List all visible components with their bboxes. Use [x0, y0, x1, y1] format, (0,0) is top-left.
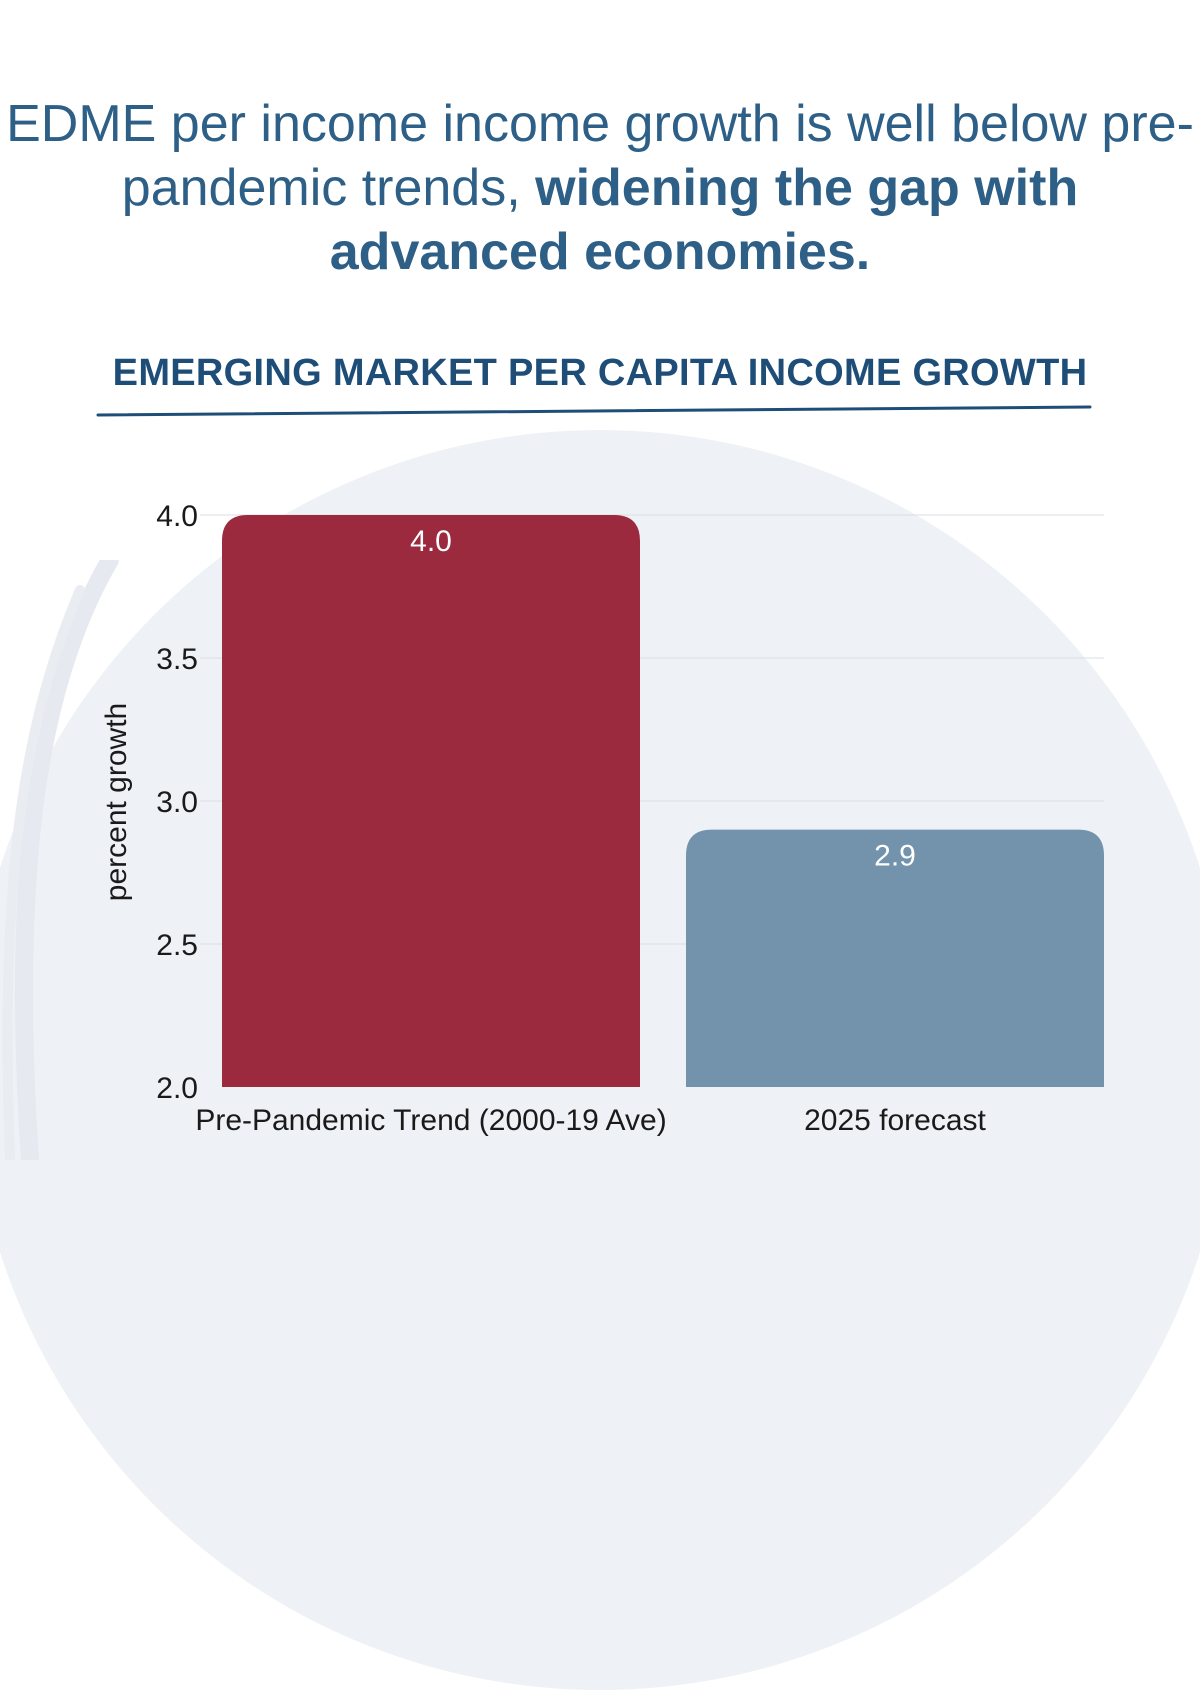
y-tick-label: 2.0	[156, 1072, 198, 1105]
y-tick-label: 3.0	[156, 786, 198, 819]
bars	[222, 515, 1104, 1087]
y-tick-label: 2.5	[156, 929, 198, 962]
y-tick-label: 4.0	[156, 500, 198, 533]
bar-value-label: 4.0	[410, 525, 452, 558]
bar-value-label: 2.9	[874, 840, 916, 873]
bar-pre-pandemic-trend	[222, 515, 640, 1087]
x-tick-label: Pre-Pandemic Trend (2000-19 Ave)	[195, 1104, 666, 1137]
y-axis-label: percent growth	[100, 703, 133, 901]
data-labels: 4.0 2.9	[410, 525, 916, 873]
x-tick-label: 2025 forecast	[804, 1104, 986, 1137]
chart-title-underline	[96, 405, 1092, 417]
y-tick-label: 3.5	[156, 643, 198, 676]
headline: EDME per income income growth is well be…	[0, 92, 1200, 284]
brush-stroke-decoration	[2, 560, 119, 1160]
x-axis-ticks: Pre-Pandemic Trend (2000-19 Ave) 2025 for…	[195, 1104, 986, 1137]
headline-regular: EDME per income income growth is well be…	[6, 95, 1194, 217]
bar-chart: 4.0 2.9 2.0 2.5 3.0 3.5 4.0 Pre-Pandemic Tren…	[100, 500, 1104, 1137]
chart-title: EMERGING MARKET PER CAPITA INCOME GROWTH	[112, 352, 1088, 394]
bar-2025-forecast	[686, 829, 1104, 1087]
y-axis-ticks: 2.0 2.5 3.0 3.5 4.0	[156, 500, 198, 1105]
headline-bold: widening the gap with advanced economies…	[329, 159, 1079, 281]
